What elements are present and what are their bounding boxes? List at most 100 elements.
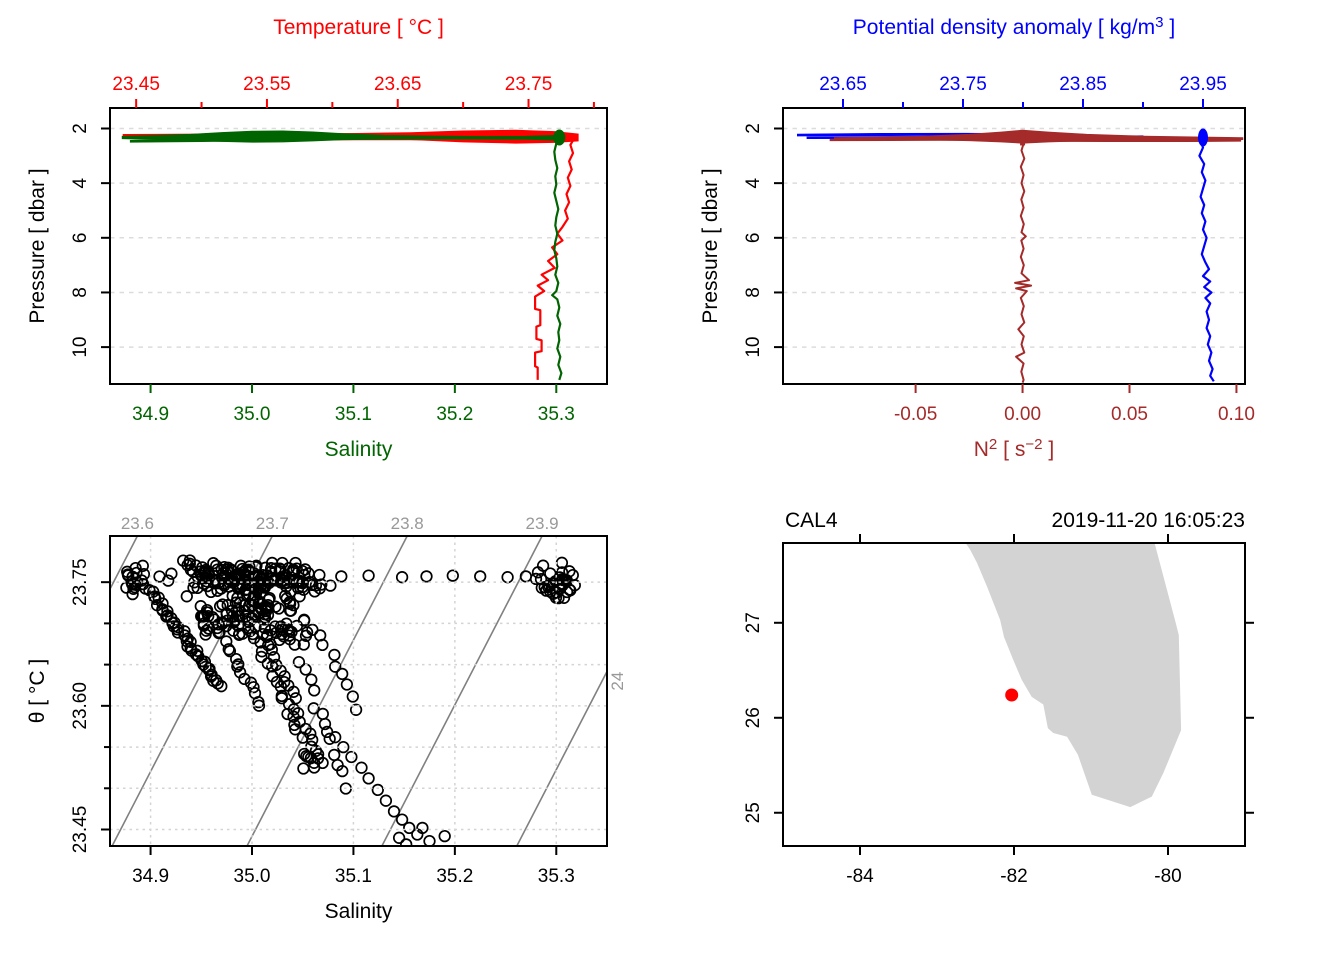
isopycnal-label: 23.9: [526, 514, 559, 533]
temperature-axis-tick-label: 23.75: [505, 74, 553, 95]
isopycnal-label: 23.7: [256, 514, 289, 533]
ts-scatter-point: [292, 581, 305, 595]
ts-scatter-point: [345, 750, 358, 764]
salinity-axis-tick-label: 35.0: [234, 404, 271, 425]
ts-scatter-point: [535, 581, 548, 594]
ts-scatter-point: [297, 613, 311, 626]
ts-scatter-point: [180, 590, 193, 603]
profile-density-n2-box: [782, 107, 1246, 385]
ts-scatter-point: [556, 573, 569, 587]
ts-scatter-point: [306, 733, 319, 747]
ts-scatter-point: [298, 747, 311, 761]
salinity-surface-knot: [553, 129, 566, 146]
ts-scatter-point: [276, 623, 289, 636]
ts-scatter-point: [362, 569, 375, 582]
ts-scatter-point: [566, 568, 579, 582]
isopycnal-line: [516, 669, 607, 846]
ts-scatter-point: [207, 557, 220, 570]
pressure-axis-tick-label: 10: [743, 337, 764, 358]
ts-scatter-point: [215, 680, 228, 693]
pressure-axis-tick-label: 10: [70, 337, 91, 358]
salinity-axis-tick-label: 35.3: [538, 404, 575, 425]
map-station-label: CAL4: [785, 509, 838, 532]
ts-scatter-point: [329, 660, 342, 673]
ts-scatter-point: [400, 838, 413, 846]
density-axis-tick-label: 23.85: [1059, 74, 1107, 95]
ts-scatter-point: [254, 636, 267, 649]
ts-scatter-point: [247, 681, 260, 694]
ts-scatter-point: [227, 616, 240, 629]
ts-scatter-point: [215, 563, 228, 577]
ts-scatter-point: [126, 587, 139, 601]
temperature-axis-title: Temperature [ °C ]: [273, 16, 444, 39]
ts-scatter-point: [289, 556, 302, 570]
ts-scatter-point: [291, 707, 305, 720]
ts-scatter-point: [329, 731, 342, 744]
ts-scatter-point: [299, 563, 312, 576]
pressure-axis-tick-label: 6: [743, 233, 764, 244]
map-datetime-label: 2019-11-20 16:05:23: [1052, 509, 1245, 532]
theta-axis-tick-label: 23.60: [70, 682, 91, 730]
ts-scatter-point: [220, 563, 234, 577]
ts-scatter-point: [238, 672, 251, 686]
ts-scatter-point: [529, 572, 543, 586]
ts-scatter-point: [519, 570, 533, 583]
ts-scatter-point: [316, 707, 329, 721]
station-map: -84 -82 -80 25 26 27 CAL4 2019-11-20 16:05:23: [743, 509, 1254, 887]
ts-scatter-point: [130, 566, 143, 580]
profile-temp-sal-box: [109, 107, 608, 385]
density-axis-title: Potential density anomaly [ kg/m3 ]: [853, 14, 1175, 39]
ts-scatter-point: [231, 660, 244, 673]
pressure-axis-tick-label: 2: [70, 123, 91, 134]
longitude-axis-tick-label: -84: [846, 866, 874, 887]
ts-diagram-box: [109, 535, 608, 847]
pressure-axis-tick-label: 6: [70, 233, 91, 244]
ts-scatter-point: [213, 600, 227, 613]
ts-scatter-point: [438, 829, 451, 843]
ts-scatter-point: [191, 644, 204, 657]
density-axis-tick-label: 23.75: [939, 74, 987, 95]
ts-scatter-point: [293, 715, 306, 729]
ts-scatter-point: [211, 677, 224, 690]
ts-scatter-point: [287, 703, 301, 716]
ts-scatter-point: [297, 762, 310, 775]
n2-axis-title: N2 [ s−2 ]: [974, 436, 1055, 461]
station-marker: [1005, 688, 1019, 702]
isopycnal-line: [246, 536, 408, 846]
ts-scatter-point: [299, 663, 312, 676]
temperature-axis-tick-label: 23.55: [243, 74, 291, 95]
latitude-axis-tick-label: 25: [743, 802, 764, 823]
ts-scatter-point: [288, 638, 301, 651]
ts-scatter-point: [379, 794, 393, 807]
n2-axis-tick-label: 0.10: [1218, 404, 1255, 425]
density-profile-line: [1198, 140, 1215, 382]
ts-scatter-point: [293, 590, 306, 603]
ts-scatter-point: [212, 626, 225, 640]
longitude-axis-tick-label: -82: [1000, 866, 1027, 887]
ts-scatter-point: [313, 568, 326, 582]
pressure-axis-tick-label: 8: [70, 287, 91, 298]
ts-scatter-point: [355, 761, 368, 774]
ts-scatter-point: [536, 559, 550, 572]
salinity-profile-line: [551, 136, 563, 381]
temperature-axis-tick-label: 23.45: [112, 74, 160, 95]
ts-scatter-point: [196, 561, 209, 574]
ts-scatter-point: [265, 565, 278, 578]
ts-scatter-point: [160, 610, 173, 623]
ts-scatter-point: [283, 604, 297, 617]
ts-scatter-point: [318, 717, 332, 731]
salinity-surface-strand: [129, 137, 334, 143]
ts-scatter-point: [275, 692, 288, 705]
ts-scatter-point: [392, 831, 406, 844]
ts-scatter-point: [328, 648, 341, 662]
ts-scatter-point: [403, 821, 416, 835]
ts-scatter-point: [423, 834, 436, 846]
salinity-axis-tick-label: 34.9: [132, 866, 169, 887]
ts-scatter-point: [161, 605, 174, 618]
ts-scatter-point: [194, 600, 207, 613]
florida-land-polygon: [965, 543, 1182, 808]
ts-scatter-point: [199, 660, 212, 673]
temperature-profile-line: [534, 137, 576, 380]
ts-scatter-point: [296, 575, 309, 589]
ts-scatter-point: [276, 570, 289, 584]
